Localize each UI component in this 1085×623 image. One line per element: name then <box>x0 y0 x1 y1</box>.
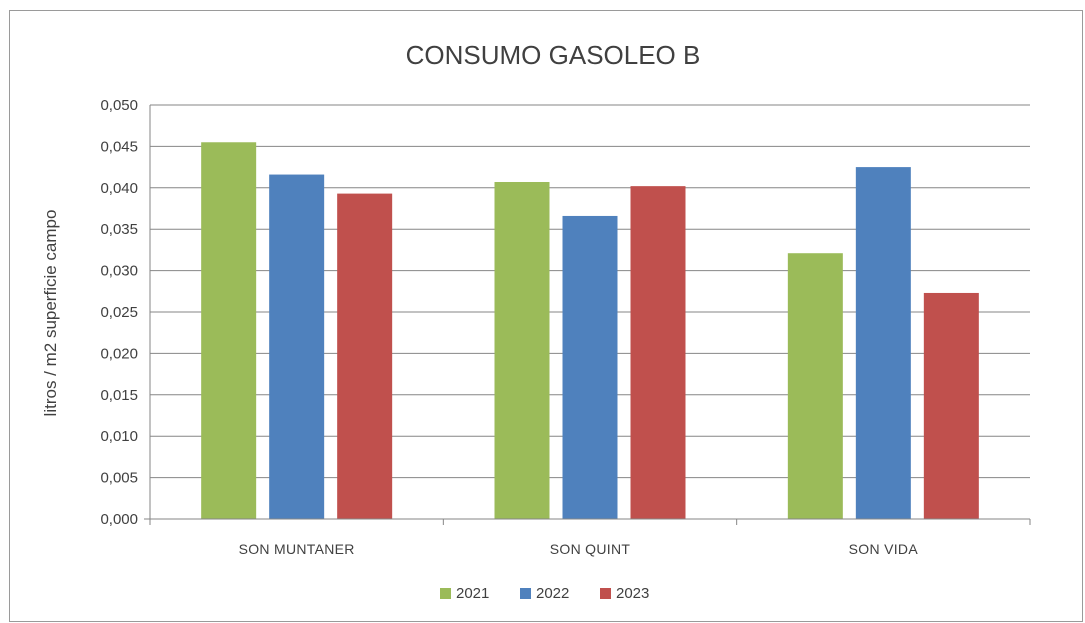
y-tick-label: 0,005 <box>100 470 138 487</box>
category-label: SON VIDA <box>849 541 919 557</box>
y-tick-label: 0,045 <box>100 138 138 155</box>
bar-2023 <box>630 186 686 520</box>
y-tick-label: 0,050 <box>100 97 138 114</box>
legend-swatch-2021 <box>440 588 451 599</box>
category-labels: SON MUNTANER SON QUINT SON VIDA <box>239 541 919 557</box>
bar-2021 <box>787 253 843 519</box>
category-label: SON MUNTANER <box>239 541 355 557</box>
y-tick-label: 0,000 <box>100 511 138 528</box>
bar-2023 <box>923 292 979 519</box>
y-tick-label: 0,015 <box>100 387 138 404</box>
legend-label-2023: 2023 <box>616 585 649 602</box>
y-tick-label: 0,020 <box>100 345 138 362</box>
bar-2021 <box>201 142 257 519</box>
y-axis-title: litros / m2 superficie campo <box>41 210 60 417</box>
bar-2021 <box>494 182 550 519</box>
x-axis <box>144 105 1031 525</box>
legend: 2021 2022 2023 <box>440 585 649 602</box>
bar-2022 <box>269 174 325 519</box>
legend-label-2022: 2022 <box>536 585 569 602</box>
y-tick-label: 0,040 <box>100 180 138 197</box>
y-tick-label: 0,030 <box>100 263 138 280</box>
y-tick-labels: 0,000 0,005 0,010 0,015 0,020 0,025 0,030 0,035… <box>100 97 138 528</box>
bar-2023 <box>337 193 393 519</box>
bars <box>201 142 979 520</box>
bar-2022 <box>855 167 911 519</box>
category-label: SON QUINT <box>550 541 631 557</box>
legend-label-2021: 2021 <box>456 585 489 602</box>
bar-2022 <box>562 215 618 519</box>
chart-title: CONSUMO GASOLEO B <box>406 40 701 70</box>
y-tick-label: 0,010 <box>100 428 138 445</box>
y-tick-label: 0,035 <box>100 221 138 238</box>
legend-swatch-2023 <box>600 588 611 599</box>
y-tick-label: 0,025 <box>100 304 138 321</box>
legend-swatch-2022 <box>520 588 531 599</box>
